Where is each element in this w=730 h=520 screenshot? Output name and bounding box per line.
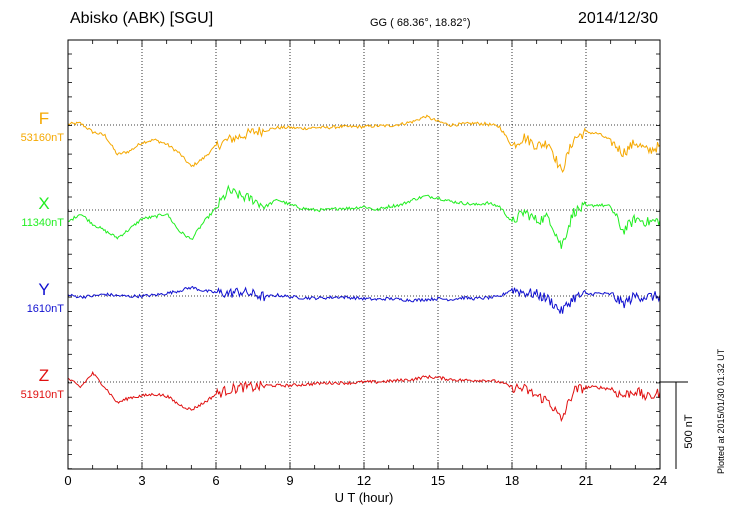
station-coordinates: GG ( 68.36°, 18.82°): [370, 17, 471, 29]
series-group: [67, 114, 661, 423]
series-labels: F 53160nT X 11340nT Y 1610nT Z 51910nT: [21, 109, 65, 401]
series-name-y: Y: [38, 280, 49, 299]
series-line-z: [67, 370, 661, 423]
scale-bar-label: 500 nT: [683, 414, 695, 449]
x-tick-label-0: 0: [64, 473, 71, 488]
plot-frame: [67, 39, 661, 470]
series-line-y: [67, 285, 661, 314]
x-tick-label-6: 6: [212, 473, 219, 488]
series-line-x: [67, 184, 661, 249]
series-baseline-z: 51910nT: [21, 389, 65, 401]
series-line-f: [67, 114, 661, 174]
x-tick-label-3: 3: [138, 473, 145, 488]
x-axis-title: U T (hour): [335, 490, 394, 505]
x-tick-label-15: 15: [431, 473, 445, 488]
chart-axes: [67, 39, 661, 470]
x-ticks: 0 3 6 9 12 15 18 21 24 U T (hour): [64, 473, 667, 505]
series-name-f: F: [39, 109, 49, 128]
x-tick-label-24: 24: [653, 473, 667, 488]
chart-grid: [68, 40, 660, 469]
series-baseline-x: 11340nT: [21, 217, 64, 229]
x-tick-label-9: 9: [286, 473, 293, 488]
scale-bar: 500 nT: [660, 381, 695, 469]
series-baseline-f: 53160nT: [21, 132, 65, 144]
x-tick-label-12: 12: [357, 473, 371, 488]
plot-date: 2014/12/30: [578, 10, 659, 27]
x-tick-label-18: 18: [505, 473, 519, 488]
station-title: Abisko (ABK) [SGU]: [70, 10, 214, 27]
plotted-timestamp: Plotted at 2015/01/30 01:32 UT: [716, 348, 726, 474]
series-name-z: Z: [39, 366, 49, 385]
x-tick-label-21: 21: [579, 473, 593, 488]
series-name-x: X: [38, 194, 49, 213]
series-baseline-y: 1610nT: [27, 303, 65, 315]
